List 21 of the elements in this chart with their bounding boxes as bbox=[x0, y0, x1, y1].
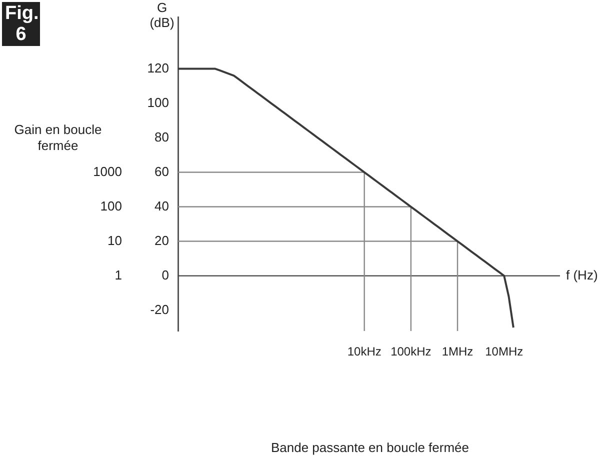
text: 100 bbox=[100, 198, 122, 214]
y-tick-label: 60 bbox=[154, 164, 169, 179]
y-tick-label: 80 bbox=[154, 129, 169, 144]
x-tick-label: 10kHz bbox=[347, 344, 382, 359]
y-tick-label: 100 bbox=[147, 94, 169, 110]
y-axis-title: G (dB) bbox=[150, 0, 174, 30]
text: 1 bbox=[114, 267, 122, 282]
x-tick-label: 1MHz bbox=[442, 344, 474, 359]
text: 10 bbox=[108, 232, 122, 248]
text: Fig. 6 bbox=[2, 2, 40, 46]
x-tick-label: 10MHz bbox=[485, 344, 524, 359]
x-axis-title: f (Hz) bbox=[566, 267, 598, 282]
text: Bande passante en boucle fermée bbox=[270, 440, 470, 455]
text: 1000 bbox=[93, 164, 122, 179]
y-tick-label: -20 bbox=[150, 302, 169, 317]
y-tick-label: 120 bbox=[147, 60, 169, 76]
x-tick-label: 100kHz bbox=[390, 344, 432, 359]
y-tick-label: 0 bbox=[162, 267, 169, 282]
text: Gain en boucle fermée bbox=[14, 122, 102, 153]
y-tick-label: 40 bbox=[154, 198, 169, 214]
y-tick-label: 20 bbox=[154, 232, 169, 248]
